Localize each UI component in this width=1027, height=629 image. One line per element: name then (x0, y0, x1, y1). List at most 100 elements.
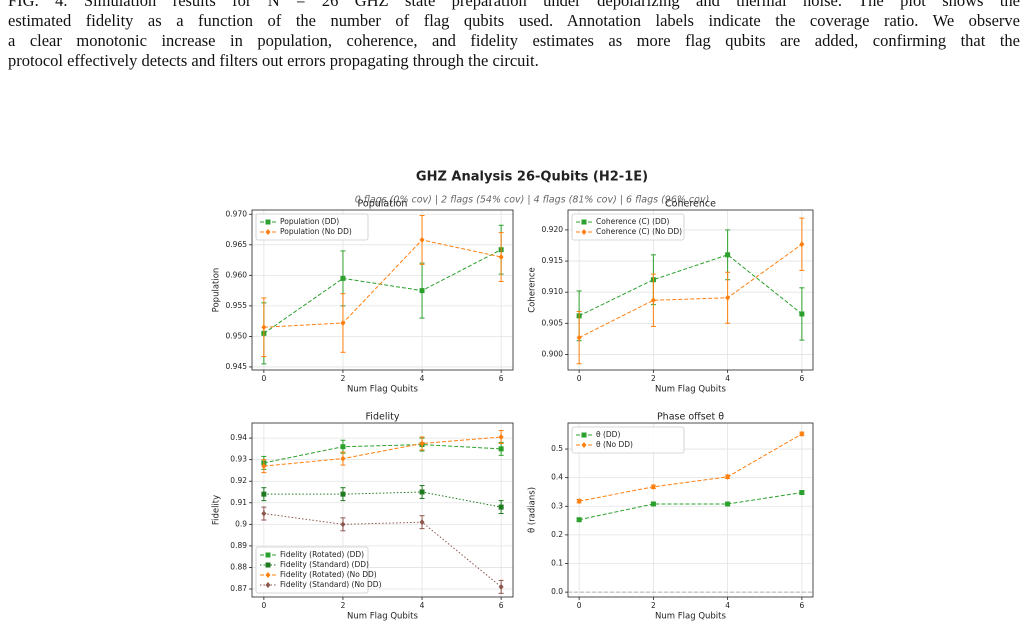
plot-frame (251, 209, 514, 371)
caption-line: estimated fidelity as a function of the … (8, 11, 1020, 30)
legend-label: Fidelity (Rotated) (No DD) (280, 570, 377, 579)
marker (799, 430, 805, 437)
x-tick-label: 4 (420, 601, 425, 610)
legend-label: Coherence (C) (No DD) (596, 227, 682, 236)
y-tick-label: 0.955 (226, 301, 248, 310)
y-tick-label: 0.910 (542, 287, 564, 296)
marker (498, 254, 504, 261)
marker (265, 572, 271, 578)
marker (419, 288, 425, 294)
y-tick-label: 0.88 (230, 562, 247, 571)
marker (725, 473, 731, 480)
x-tick-label: 6 (499, 374, 504, 383)
marker (576, 498, 582, 505)
series-line (579, 433, 803, 502)
marker (498, 446, 504, 452)
series-line (263, 249, 502, 334)
caption-line: protocol effectively detects and filters… (8, 51, 539, 70)
x-tick-label: 2 (651, 601, 656, 610)
x-tick-label: 2 (341, 374, 346, 383)
marker (650, 297, 656, 304)
y-axis-label: θ (radians) (528, 487, 538, 533)
legend-label: Fidelity (Rotated) (DD) (280, 550, 364, 559)
x-tick-label: 2 (651, 374, 656, 383)
marker (650, 483, 656, 490)
y-axis-label: Population (212, 268, 222, 313)
marker (650, 501, 656, 507)
marker (581, 229, 587, 235)
marker (498, 583, 504, 590)
y-tick-label: 0.3 (551, 501, 563, 510)
y-tick-label: 0.92 (230, 476, 247, 485)
legend-label: θ (No DD) (596, 440, 633, 449)
legend-label: Population (DD) (280, 217, 339, 226)
caption-line: a clear monotonic increase in population… (8, 31, 1020, 50)
x-tick-label: 0 (261, 374, 266, 383)
y-tick-label: 0.970 (226, 209, 248, 218)
series-line (263, 239, 502, 328)
marker (265, 562, 271, 568)
marker (261, 324, 267, 331)
y-tick-label: 0.945 (226, 362, 248, 371)
legend-label: Fidelity (Standard) (No DD) (280, 580, 382, 589)
y-tick-label: 0.965 (226, 240, 248, 249)
plot-frame (251, 422, 514, 598)
marker (419, 519, 425, 526)
legend-label: Fidelity (Standard) (DD) (280, 560, 369, 569)
y-tick-label: 0.2 (551, 530, 563, 539)
legend-box (571, 426, 685, 454)
y-tick-label: 0.900 (542, 349, 564, 358)
marker (340, 275, 346, 281)
y-tick-label: 0.89 (230, 541, 247, 550)
marker (340, 319, 346, 326)
legend-box (255, 213, 369, 241)
marker (581, 432, 587, 438)
y-axis-label: Coherence (528, 267, 538, 313)
y-tick-label: 0.920 (542, 225, 564, 234)
x-tick-label: 6 (499, 601, 504, 610)
series-line (579, 492, 802, 521)
marker (340, 491, 346, 497)
marker (265, 552, 271, 558)
series-line (578, 254, 803, 317)
y-tick-label: 0.0 (551, 587, 563, 596)
panel-title: Coherence (665, 199, 716, 210)
series-line (263, 513, 502, 588)
x-axis-label: Num Flag Qubits (347, 385, 418, 395)
legend-box (571, 213, 685, 241)
legend-label: Coherence (C) (DD) (596, 217, 670, 226)
y-tick-label: 0.5 (551, 444, 563, 453)
y-tick-label: 0.9 (235, 519, 247, 528)
marker (725, 294, 731, 301)
marker (419, 489, 425, 495)
y-tick-label: 0.4 (551, 473, 563, 482)
panel-title: Phase offset θ (657, 412, 724, 423)
marker (725, 252, 731, 258)
plot-frame (567, 422, 814, 598)
series-line (263, 444, 502, 464)
marker (340, 444, 346, 450)
x-tick-label: 4 (725, 374, 730, 383)
x-tick-label: 2 (341, 601, 346, 610)
marker (725, 501, 731, 507)
y-tick-label: 0.91 (230, 498, 247, 507)
plot-frame (567, 209, 814, 371)
x-axis-label: Num Flag Qubits (655, 612, 726, 622)
marker (576, 517, 582, 523)
caption-line: FIG. 4. Simulation results for N = 26 GH… (8, 0, 1020, 10)
legend-label: Population (No DD) (280, 227, 352, 236)
y-tick-label: 0.93 (230, 455, 247, 464)
x-axis-label: Num Flag Qubits (655, 385, 726, 395)
x-tick-label: 0 (261, 601, 266, 610)
y-tick-label: 0.915 (542, 256, 564, 265)
marker (340, 521, 346, 528)
marker (576, 334, 582, 341)
x-tick-label: 6 (799, 374, 804, 383)
marker (581, 442, 587, 448)
y-tick-label: 0.94 (230, 433, 247, 442)
marker (498, 504, 504, 510)
marker (799, 311, 805, 317)
figure-title: GHZ Analysis 26-Qubits (H2-1E) (416, 170, 648, 185)
